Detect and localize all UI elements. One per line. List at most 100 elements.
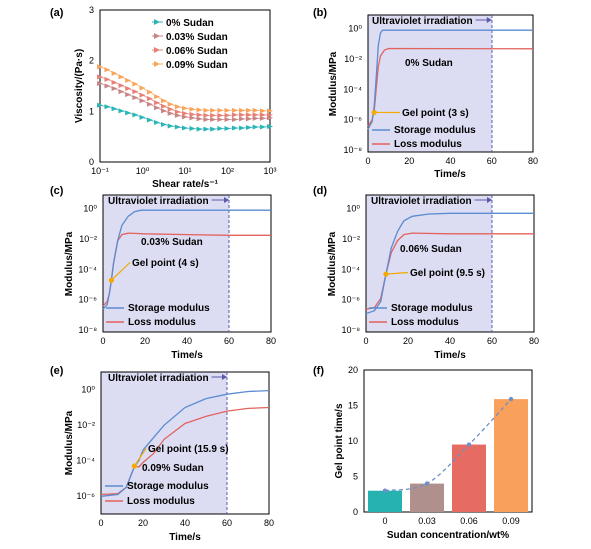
panel-a-marker-1-17 xyxy=(217,116,224,122)
panel-a-ytick-0: 0 xyxy=(89,157,94,167)
panel-d-xtick-1: 20 xyxy=(403,336,413,346)
panel-e-uv-arrow-head xyxy=(222,374,227,380)
panel-c-xtick-2: 40 xyxy=(182,336,192,346)
panel-b-y-ticks: 10⁰ 10⁻² 10⁻⁴ 10⁻⁶ 10⁻⁸ xyxy=(343,23,362,155)
panel-a-marker-1-20 xyxy=(239,116,246,122)
panel-a-marker-3-8 xyxy=(154,94,161,100)
panel-a-ytick-3: 3 xyxy=(89,5,94,15)
panel-e-y-label: Modulus/MPa xyxy=(64,410,75,475)
panel-e-uv-arrow xyxy=(211,374,227,380)
panel-a-marker-2-20 xyxy=(239,112,246,118)
panel-a-marker-0-2 xyxy=(111,106,118,112)
panel-a-marker-0-23 xyxy=(259,124,266,130)
panel-a-marker-2-2 xyxy=(111,79,118,85)
panel-d-gel-marker xyxy=(383,271,389,277)
panel-a-marker-0-16 xyxy=(210,126,217,132)
panel-a-xtick-3: 10² xyxy=(221,166,234,176)
panel-c-gel-point xyxy=(108,262,131,283)
panel-a-marker-0-13 xyxy=(189,126,196,132)
panel-b-ytick-2: 10⁻⁴ xyxy=(343,84,362,94)
panel-c-gel-marker xyxy=(108,277,114,283)
panel-d-ytick-2: 10⁻⁴ xyxy=(341,264,360,274)
panel-d-loss-curve xyxy=(365,232,534,310)
panel-a-marker-2-7 xyxy=(146,96,153,102)
panel-a-marker-1-15 xyxy=(203,116,210,122)
panel-a-marker-3-19 xyxy=(231,107,238,113)
panel-a-marker-2-18 xyxy=(224,112,231,118)
panel-c-uv-arrow-head xyxy=(224,197,229,203)
panel-a-marker-3-21 xyxy=(245,107,252,113)
panel-d-uv-arrow xyxy=(474,197,492,203)
panel-c-uv-label: Ultraviolet irradiation xyxy=(108,196,209,207)
panel-a-marker-1-3 xyxy=(118,89,125,95)
panel-d-frame xyxy=(365,194,535,333)
panel-d-ytick-3: 10⁻⁶ xyxy=(342,295,361,305)
panel-f-bars xyxy=(368,396,528,512)
panel-b-ytick-1: 10⁻² xyxy=(344,54,362,64)
panel-c-modulus: (c) Ultraviolet irradiation 10⁰ 10⁻² 10⁻… xyxy=(50,185,276,361)
panel-d-gel-point xyxy=(383,271,409,277)
panel-a-marker-1-10 xyxy=(167,110,174,116)
panel-e-gel-label: Gel point (15.9 s) xyxy=(148,444,229,455)
panel-b-frame xyxy=(367,14,534,153)
panel-e-legend-storage: Storage modulus xyxy=(127,481,209,492)
panel-f-bar-2 xyxy=(452,444,486,512)
panel-a-marker-3-20 xyxy=(239,107,246,113)
panel-f-bar-3 xyxy=(494,399,528,512)
panel-a-marker-0-11 xyxy=(174,124,181,130)
panel-b-uv-arrow-head xyxy=(486,17,492,23)
panel-a-marker-2-0 xyxy=(97,74,103,80)
panel-a-marker-0-5 xyxy=(132,112,139,118)
panel-a-legend-marker-3 xyxy=(154,61,160,67)
panel-a-marker-1-12 xyxy=(182,114,188,120)
panel-f-ytick-2: 10 xyxy=(348,436,358,446)
panel-a-marker-1-21 xyxy=(245,116,252,122)
panel-d-storage-curve xyxy=(365,212,534,315)
panel-e-legend: Storage modulus Loss modulus xyxy=(105,481,209,507)
panel-e-xtick-1: 20 xyxy=(138,518,148,528)
panel-a-marker-0-10 xyxy=(167,123,174,129)
panel-a-marker-0-22 xyxy=(252,124,259,130)
panel-d-ytick-0: 10⁰ xyxy=(346,203,360,213)
panel-d-xtick-4: 80 xyxy=(529,336,539,346)
panel-a-viscosity: (a) 0 1 2 3 10⁻¹ 10⁰ 10¹ 10² 10³ Shear r… xyxy=(50,5,277,190)
panel-a-marker-0-17 xyxy=(217,126,224,132)
panel-c-xtick-4: 80 xyxy=(266,336,276,346)
panel-b-sample-label: 0% Sudan xyxy=(405,58,453,69)
panel-b-modulus: (b) Ultraviolet irradiation 10⁰ 10⁻² 10⁻… xyxy=(313,7,538,180)
panel-f-frame xyxy=(363,369,533,513)
panel-a-marker-3-17 xyxy=(217,107,224,113)
panel-a-y-ticks: 0 1 2 3 xyxy=(89,5,94,167)
panel-c-legend-loss: Loss modulus xyxy=(128,317,196,328)
panel-e-ytick-2: 10⁻⁴ xyxy=(76,455,95,465)
panel-a-legend-1: 0.03% Sudan xyxy=(166,32,228,43)
panel-e-xtick-4: 80 xyxy=(264,518,274,528)
panel-a-marker-2-14 xyxy=(196,112,203,118)
panel-b-ytick-3: 10⁻⁶ xyxy=(344,115,363,125)
panel-e-modulus: (e) Ultraviolet irradiation 10⁰ 10⁻² 10⁻… xyxy=(50,365,274,543)
panel-f-y-label: Gel point time/s xyxy=(334,403,345,478)
panel-f-ytick-3: 15 xyxy=(348,401,358,411)
panel-d-gel-leader xyxy=(385,271,409,275)
panel-a-marker-3-4 xyxy=(125,77,132,83)
panel-f-xtick-1: 0.03 xyxy=(418,516,436,526)
panel-a-y-label: Viscosity/(Pa·s) xyxy=(74,49,85,123)
panel-b-label: (b) xyxy=(313,7,327,19)
panel-a-series xyxy=(97,19,273,132)
panel-a-marker-1-23 xyxy=(259,115,266,121)
panel-c-x-label: Time/s xyxy=(171,350,203,361)
panel-a-marker-3-2 xyxy=(111,70,118,76)
panel-a-x-label: Shear rate/s⁻¹ xyxy=(152,179,219,190)
panel-a-marker-2-21 xyxy=(245,112,252,118)
panel-a-label: (a) xyxy=(50,7,64,19)
panel-a-marker-0-21 xyxy=(245,125,252,131)
panel-a-marker-2-3 xyxy=(118,82,125,88)
panel-e-ytick-1: 10⁻² xyxy=(77,420,95,430)
panel-d-uv-region xyxy=(366,195,492,332)
panel-a-marker-2-5 xyxy=(132,89,139,95)
panel-e-frame xyxy=(100,371,270,515)
panel-e-storage-curve xyxy=(100,389,270,497)
panel-a-marker-3-14 xyxy=(196,107,203,113)
panel-d-xtick-2: 40 xyxy=(445,336,455,346)
panel-a-marker-1-9 xyxy=(160,108,167,114)
